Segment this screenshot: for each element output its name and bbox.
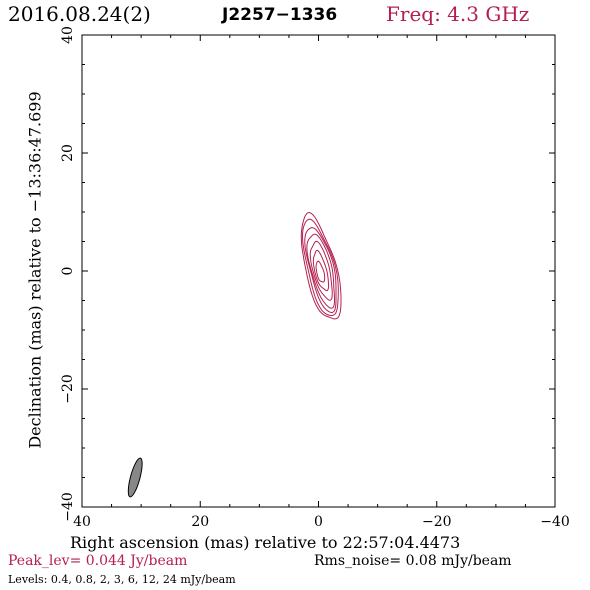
x-tick-label: −40	[540, 514, 570, 530]
beam-ellipse	[127, 457, 143, 498]
contour-level	[300, 212, 342, 320]
peak-level: Peak_lev= 0.044 Jy/beam	[8, 553, 188, 569]
contour-level	[301, 218, 339, 317]
plot-frame	[81, 34, 556, 508]
x-tick-label: 20	[191, 514, 209, 530]
y-tick-label: 0	[60, 267, 76, 276]
contour-level	[304, 227, 337, 313]
contour-level	[306, 233, 335, 309]
x-tick-label: 0	[314, 514, 323, 530]
y-tick-label: −40	[60, 492, 76, 522]
x-axis-label: Right ascension (mas) relative to 22:57:…	[70, 533, 461, 552]
y-tick-label: 40	[60, 26, 76, 44]
y-tick-label: −20	[60, 374, 76, 404]
contour-level	[312, 249, 330, 292]
x-tick-label: 40	[73, 514, 91, 530]
source-name: J2257−1336	[222, 5, 338, 25]
y-tick-label: 20	[60, 144, 76, 162]
contour-level	[309, 240, 333, 301]
x-tick-label: −20	[422, 514, 452, 530]
y-axis-label: Declination (mas) relative to −13:36:47.…	[25, 91, 45, 449]
frequency-label: Freq: 4.3 GHz	[386, 2, 530, 26]
contour-level	[315, 260, 326, 283]
contour-levels: Levels: 0.4, 0.8, 2, 3, 6, 12, 24 mJy/be…	[8, 573, 236, 586]
rms-noise: Rms_noise= 0.08 mJy/beam	[314, 553, 512, 569]
observation-date: 2016.08.24(2)	[8, 2, 151, 26]
